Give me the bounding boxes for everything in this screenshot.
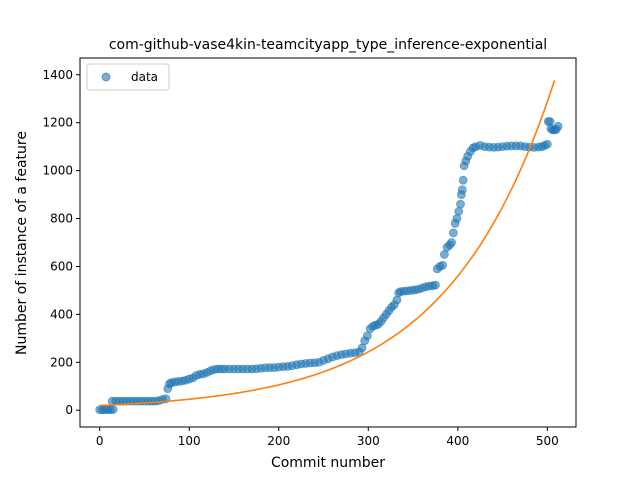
y-tick-label: 1000 xyxy=(42,164,73,178)
data-point xyxy=(392,295,402,305)
axes-frame xyxy=(79,57,577,428)
y-axis-label: Number of instance of a feature xyxy=(14,131,30,355)
data-point xyxy=(542,139,552,149)
data-point xyxy=(553,121,563,131)
data-point xyxy=(447,238,456,247)
x-tick-label: 500 xyxy=(536,434,559,448)
legend-label-data: data xyxy=(131,70,158,84)
data-point xyxy=(438,260,447,270)
x-axis-label: Commit number xyxy=(271,455,385,471)
data-point xyxy=(454,206,464,216)
axes: 0 100 200 300 400 500 0 200 400 600 800 1000 1200 140… xyxy=(42,57,577,448)
legend-marker-data xyxy=(101,72,111,82)
x-tick-label: 200 xyxy=(267,434,290,448)
data-point xyxy=(431,280,440,290)
legend-box xyxy=(86,63,170,91)
y-tick-label: 400 xyxy=(50,307,73,321)
x-tick-label: 0 xyxy=(96,434,104,448)
y-tick-label: 200 xyxy=(50,355,73,369)
data-point xyxy=(452,214,462,223)
data-point xyxy=(545,117,555,126)
y-tick-label: 0 xyxy=(65,403,73,417)
x-tick-label: 100 xyxy=(178,434,201,448)
chart-title: com-github-vase4kin-teamcityapp_type_inf… xyxy=(109,37,547,53)
data-point xyxy=(108,405,118,414)
y-tick-label: 1200 xyxy=(42,116,73,130)
data-point xyxy=(448,228,458,238)
x-tick-label: 300 xyxy=(357,434,380,448)
x-tick-label: 400 xyxy=(446,434,469,448)
data-point xyxy=(456,199,465,209)
fit-line xyxy=(99,80,556,407)
y-tick-label: 600 xyxy=(50,259,73,273)
plot-area xyxy=(95,80,563,415)
legend: data xyxy=(86,63,170,91)
data-point xyxy=(458,175,468,185)
y-tick-label: 800 xyxy=(50,212,73,226)
data-point xyxy=(457,185,467,195)
y-tick-label: 1400 xyxy=(42,68,73,82)
